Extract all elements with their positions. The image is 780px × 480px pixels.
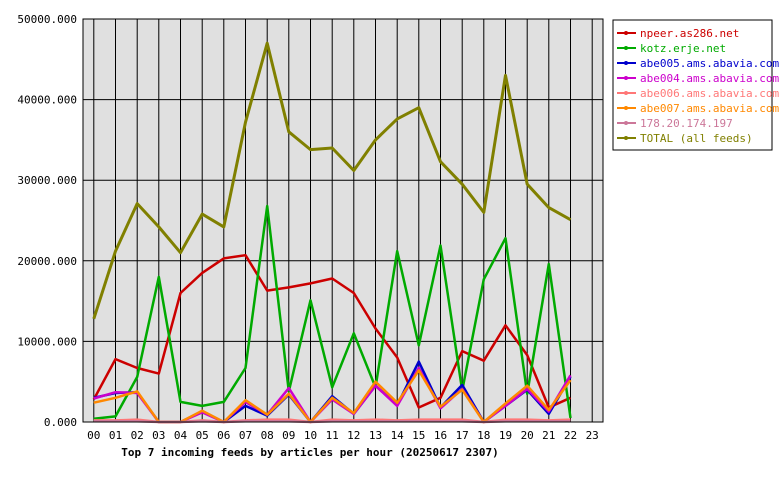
legend-swatch-marker <box>624 121 628 125</box>
x-tick-label: 05 <box>196 429 209 442</box>
x-tick-label: 04 <box>174 429 188 442</box>
x-tick-label: 18 <box>477 429 490 442</box>
x-tick-label: 02 <box>131 429 144 442</box>
legend-label: npeer.as286.net <box>640 27 739 40</box>
x-tick-label: 10 <box>304 429 317 442</box>
x-tick-label: 21 <box>542 429 555 442</box>
series-line-1 <box>93 204 572 421</box>
plot-background <box>83 19 603 422</box>
legend-label: abe005.ams.abavia.com <box>640 57 779 70</box>
legend-label: 178.20.174.197 <box>640 117 733 130</box>
x-tick-label: 22 <box>564 429 577 442</box>
x-tick-label: 00 <box>87 429 100 442</box>
legend-swatch-marker <box>624 46 628 50</box>
x-tick-label: 14 <box>391 429 405 442</box>
legend-label: abe004.ams.abavia.com <box>640 72 779 85</box>
legend-swatch-marker <box>624 106 628 110</box>
legend-swatch-marker <box>624 76 628 80</box>
legend-swatch-marker <box>624 31 628 35</box>
x-tick-label: 08 <box>261 429 274 442</box>
x-tick-label: 06 <box>217 429 230 442</box>
x-tick-label: 16 <box>434 429 447 442</box>
legend-label: abe007.ams.abavia.com <box>640 102 779 115</box>
x-tick-label: 15 <box>412 429 425 442</box>
legend-label: kotz.erje.net <box>640 42 726 55</box>
legend-label: abe006.ams.abavia.com <box>640 87 779 100</box>
series-line-0 <box>92 253 572 409</box>
x-tick-label: 12 <box>347 429 360 442</box>
x-tick-label: 07 <box>239 429 252 442</box>
legend-swatch-marker <box>624 61 628 65</box>
y-tick-label: 50000.000 <box>17 13 77 26</box>
chart-title: Top 7 incoming feeds by articles per hou… <box>121 446 499 459</box>
x-tick-label: 17 <box>456 429 469 442</box>
legend-swatch-marker <box>624 136 628 140</box>
legend: npeer.as286.net kotz.erje.net abe005.ams.a… <box>612 19 779 151</box>
series-line-7 <box>92 41 572 320</box>
x-tick-label: 03 <box>152 429 165 442</box>
x-tick-label: 23 <box>586 429 599 442</box>
y-tick-label: 30000.000 <box>17 174 77 187</box>
y-axis-ticks: 0.000 10000.000 20000.000 30000.000 40000.00… <box>17 13 77 429</box>
y-tick-label: 40000.000 <box>17 94 77 107</box>
legend-label: TOTAL (all feeds) <box>640 132 753 145</box>
legend-box <box>612 19 773 151</box>
x-tick-label: 20 <box>521 429 534 442</box>
x-tick-label: 13 <box>369 429 382 442</box>
legend-swatch-marker <box>624 91 628 95</box>
y-tick-label: 20000.000 <box>17 255 77 268</box>
y-tick-label: 0.000 <box>44 416 77 429</box>
x-tick-label: 19 <box>499 429 512 442</box>
x-axis-ticks: 00 01 02 03 04 05 06 07 08 09 10 11 12 13 14 15 16 17 18 19… <box>87 429 599 442</box>
x-tick-label: 01 <box>109 429 122 442</box>
y-tick-label: 10000.000 <box>17 335 77 348</box>
x-tick-label: 09 <box>282 429 295 442</box>
x-tick-label: 11 <box>326 429 339 442</box>
plot-frame <box>82 18 604 423</box>
